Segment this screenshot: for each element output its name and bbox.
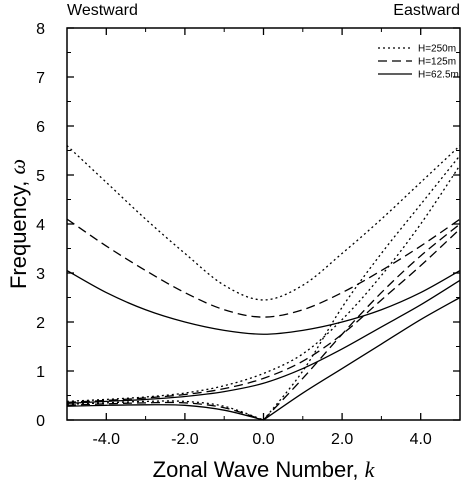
series-H=62.5m [66,269,461,421]
series-line [262,154,461,421]
series-H=125m [66,218,461,421]
legend-label: H=250m [418,44,456,55]
series-line [263,296,461,421]
y-tick-label: 7 [36,70,45,87]
x-axis-title: Zonal Wave Number, k [153,457,376,482]
y-tick-label: 1 [36,364,45,381]
top-left-label: Westward [67,2,138,19]
y-tick-label: 6 [36,119,45,136]
legend-item: H=250m [378,44,456,55]
y-tick-label: 2 [36,315,45,332]
x-tick-label: -4.0 [93,431,121,448]
legend-item: H=62.5m [378,70,459,81]
plot-frame [66,27,461,421]
series-H=250m [66,145,461,421]
series-group [66,145,461,421]
legend: H=250m H=125m H=62.5m [378,44,459,81]
x-axis-title-symbol: k [365,457,376,482]
series-line [66,269,461,335]
series-line [66,228,461,404]
top-right-label: Eastward [393,2,460,19]
legend-label: H=62.5m [418,70,459,81]
y-tick-label: 3 [36,266,45,283]
ticks-group [66,27,461,421]
legend-label: H=125m [418,57,456,68]
y-tick-label: 0 [36,413,45,430]
x-tick-label: 2.0 [331,431,353,448]
tick-labels: -4.0 -2.0 0.0 2.0 4.0 0 1 2 3 4 5 6 7 8 [36,21,432,448]
x-tick-label: -2.0 [171,431,199,448]
series-line [66,145,461,301]
y-tick-label: 5 [36,168,45,185]
y-tick-label: 8 [36,21,45,38]
x-tick-label: 4.0 [410,431,432,448]
series-line [66,404,264,421]
x-axis-title-text: Zonal Wave Number, [153,457,365,482]
y-axis-title-symbol: ω [5,159,30,175]
x-tick-label: 0.0 [252,431,274,448]
series-line [66,279,461,404]
series-line [66,400,264,421]
y-tick-label: 4 [36,217,45,234]
series-line [263,223,461,421]
series-line [66,401,264,421]
y-axis-title-text: Frequency, [6,175,31,290]
y-axis-title: Frequency, ω [5,159,31,289]
legend-item: H=125m [378,57,456,68]
